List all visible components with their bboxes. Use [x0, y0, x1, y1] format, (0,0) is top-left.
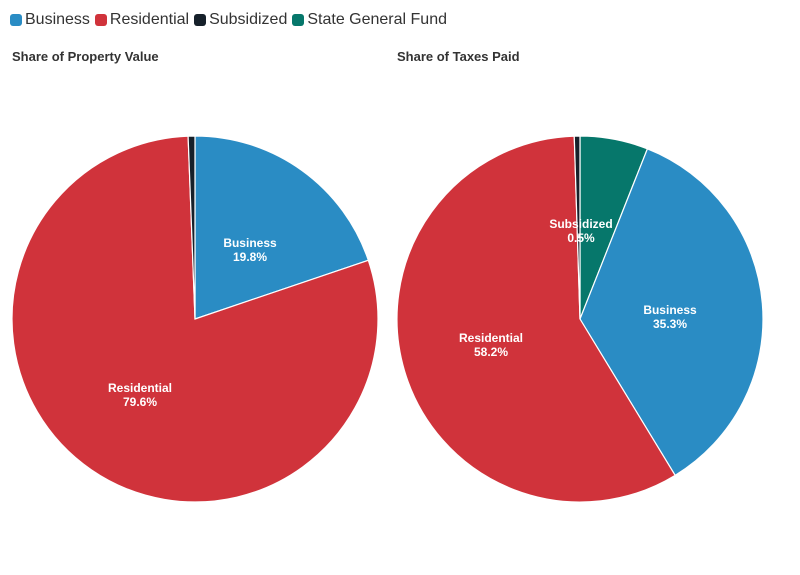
- property-value-slice-subsidized[interactable]: [187, 135, 196, 320]
- taxes-paid-slice-value-subsidized: 0.5%: [567, 231, 595, 245]
- chart-title-property-value: Share of Property Value: [12, 49, 159, 64]
- taxes-paid-slice-label-residential: Residential: [459, 331, 523, 345]
- property-value-slice-residential[interactable]: [11, 135, 379, 503]
- legend-item-state-general-fund[interactable]: State General Fund: [292, 11, 447, 29]
- legend-item-subsidized[interactable]: Subsidized: [194, 11, 287, 29]
- taxes-paid-slice-label-subsidized: Subsidized: [549, 217, 612, 231]
- legend-label-business: Business: [25, 11, 90, 28]
- taxes-paid-slice-value-business: 35.3%: [653, 317, 687, 331]
- chart-title-taxes-paid: Share of Taxes Paid: [397, 49, 520, 64]
- legend-item-business[interactable]: Business: [10, 11, 90, 29]
- legend-item-residential[interactable]: Residential: [94, 11, 190, 29]
- taxes-paid-slice-value-residential: 58.2%: [474, 345, 508, 359]
- legend-label-residential: Residential: [109, 11, 190, 28]
- property-value-slice-label-residential: Residential: [108, 381, 172, 395]
- property-value-slice-value-business: 19.8%: [233, 250, 267, 264]
- taxes-paid-slice-residential[interactable]: [396, 135, 676, 503]
- legend-label-state-general-fund: State General Fund: [307, 11, 447, 28]
- legend-swatch-state-general-fund: [292, 14, 305, 26]
- property-value-slice-label-business: Business: [223, 236, 277, 250]
- taxes-paid-slice-subsidized[interactable]: [573, 135, 581, 320]
- legend-swatch-residential: [94, 14, 107, 26]
- chart-legend: Business Residential Subsidized State Ge…: [10, 11, 452, 29]
- property-value-slice-value-residential: 79.6%: [123, 395, 157, 409]
- taxes-paid-slice-label-business: Business: [643, 303, 697, 317]
- legend-swatch-subsidized: [194, 14, 207, 26]
- legend-swatch-business: [10, 14, 22, 26]
- property-value-slice-business[interactable]: [194, 135, 370, 320]
- legend-label-subsidized: Subsidized: [209, 11, 288, 28]
